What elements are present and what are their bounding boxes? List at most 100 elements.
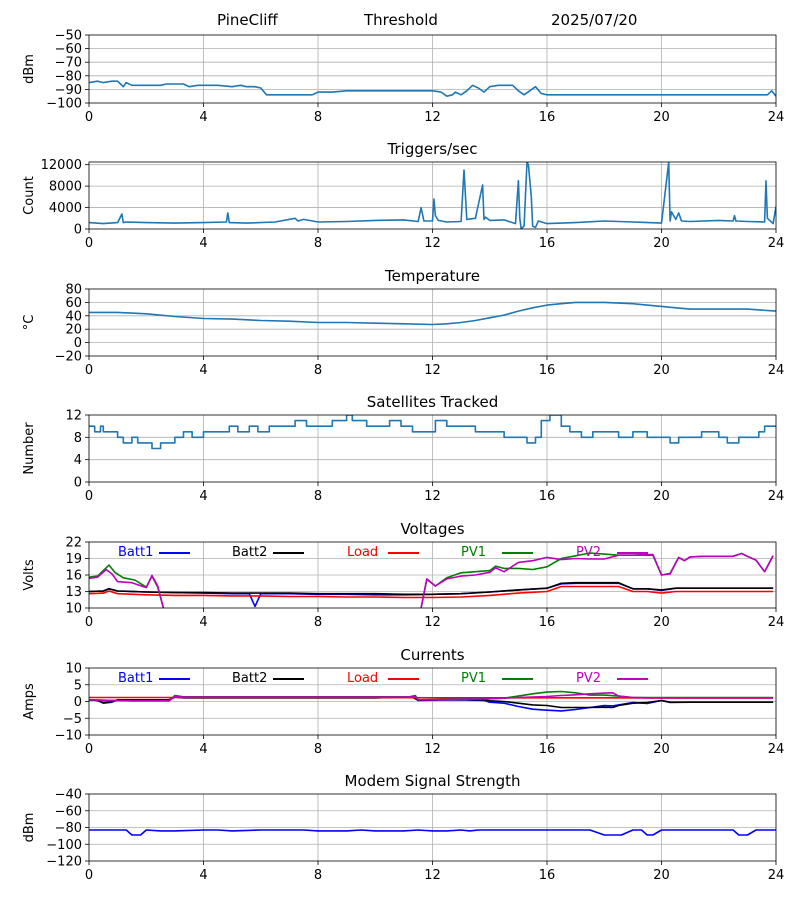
currents-title: Currents (400, 646, 464, 664)
signal-y-tick-label: −80 (55, 69, 82, 84)
modem-y-tick-label: −60 (55, 804, 82, 819)
voltages-legend-label-load: Load (347, 545, 378, 560)
currents-x-tick-label: 20 (653, 742, 670, 757)
voltages-legend-label-batt2: Batt2 (232, 545, 267, 560)
satellites-title: Satellites Tracked (367, 393, 498, 411)
temperature-y-axis-label: °C (22, 315, 37, 331)
voltages-y-tick-label: 10 (65, 602, 82, 617)
voltages-legend-label-batt1: Batt1 (118, 545, 153, 560)
signal-panel: 0 4 8 12 16 20 24 −50−60−70−80−90−100 dBm (22, 29, 784, 126)
modem-title: Modem Signal Strength (345, 772, 521, 790)
voltages-legend-label-pv1: PV1 (461, 545, 486, 560)
temperature-y-tick-label: 0 (74, 336, 82, 351)
triggers-x-tick-label: 12 (424, 236, 441, 251)
satellites-series-line-0 (89, 415, 776, 450)
temperature-y-tick-label: 80 (65, 283, 82, 298)
voltages-series-pv1-5 (420, 552, 774, 608)
modem-y-tick-label: −40 (55, 788, 82, 803)
satellites-y-tick-label: 8 (74, 431, 82, 446)
currents-legend-label-pv2: PV2 (576, 671, 601, 686)
currents-x-tick-label: 16 (539, 742, 556, 757)
temperature-x-tick-label: 4 (199, 363, 207, 378)
triggers-y-tick-label: 8000 (49, 180, 82, 195)
voltages-x-tick-label: 20 (653, 615, 670, 630)
triggers-x-tick-label: 0 (85, 236, 93, 251)
temperature-series-line-0 (89, 301, 776, 326)
modem-x-tick-label: 0 (85, 868, 93, 883)
triggers-x-tick-label: 8 (314, 236, 322, 251)
temperature-x-tick-label: 12 (424, 363, 441, 378)
modem-x-tick-label: 12 (424, 868, 441, 883)
voltages-x-tick-label: 24 (768, 615, 785, 630)
voltages-x-tick-label: 12 (424, 615, 441, 630)
satellites-x-tick-label: 16 (539, 489, 556, 504)
currents-legend-label-batt1: Batt1 (118, 671, 153, 686)
voltages-y-axis-label: Volts (22, 559, 37, 591)
modem-y-tick-label: −120 (46, 855, 82, 870)
triggers-x-tick-label: 4 (199, 236, 207, 251)
voltages-x-tick-label: 4 (199, 615, 207, 630)
voltages-title: Voltages (400, 520, 464, 538)
satellites-panel: 0 4 8 12 16 20 24 0 4 8 12 Satellites Tracked Number (22, 393, 784, 504)
currents-x-tick-label: 12 (424, 742, 441, 757)
modem-series-line-0 (89, 829, 776, 836)
signal-y-tick-label: −60 (55, 42, 82, 57)
temperature-x-tick-label: 0 (85, 363, 93, 378)
voltages-series-pv1-3 (89, 564, 165, 608)
temperature-y-tick-label: −20 (55, 350, 82, 365)
voltages-y-tick-label: 13 (65, 585, 82, 600)
temperature-x-tick-label: 24 (768, 363, 785, 378)
currents-x-tick-label: 24 (768, 742, 785, 757)
voltages-x-tick-label: 8 (314, 615, 322, 630)
voltages-y-tick-label: 16 (65, 569, 82, 584)
triggers-x-tick-label: 16 (539, 236, 556, 251)
triggers-y-tick-label: 4000 (49, 201, 82, 216)
voltages-x-tick-label: 0 (85, 615, 93, 630)
currents-legend-label-pv1: PV1 (461, 671, 486, 686)
voltages-series-pv2-6 (420, 552, 774, 608)
currents-x-tick-label: 0 (85, 742, 93, 757)
signal-y-axis-label: dBm (22, 54, 37, 84)
modem-x-tick-label: 16 (539, 868, 556, 883)
signal-y-tick-label: −100 (46, 97, 82, 112)
modem-panel: 0 4 8 12 16 20 24 −40−60 −80 −100 −120 Modem Signal… (22, 772, 784, 883)
signal-x-tick-label: 24 (768, 110, 785, 125)
temperature-y-tick-label: 20 (65, 323, 82, 338)
signal-y-tick-label: −50 (55, 29, 82, 44)
signal-x-tick-label: 12 (424, 110, 441, 125)
satellites-y-tick-label: 0 (74, 476, 82, 491)
voltages-y-tick-label: 22 (65, 536, 82, 551)
currents-legend-label-load: Load (347, 671, 378, 686)
triggers-y-tick-label: 12000 (41, 158, 82, 173)
voltages-x-tick-label: 16 (539, 615, 556, 630)
voltages-series-pv2-4 (89, 568, 165, 608)
modem-y-tick-label: −80 (55, 821, 82, 836)
voltages-legend-label-pv2: PV2 (576, 545, 601, 560)
voltages-y-tick-label: 19 (65, 552, 82, 567)
signal-x-tick-label: 0 (85, 110, 93, 125)
currents-x-tick-label: 4 (199, 742, 207, 757)
currents-y-tick-label: 10 (65, 662, 82, 677)
modem-x-tick-label: 8 (314, 868, 322, 883)
voltages-series-batt2-1 (89, 581, 774, 596)
modem-y-tick-label: −100 (46, 838, 82, 853)
triggers-x-tick-label: 24 (768, 236, 785, 251)
temperature-y-tick-label: 40 (65, 309, 82, 324)
satellites-y-axis-label: Number (22, 422, 37, 475)
signal-y-tick-label: −90 (55, 83, 82, 98)
temperature-y-tick-label: 60 (65, 296, 82, 311)
signal-x-tick-label: 16 (539, 110, 556, 125)
temperature-x-tick-label: 16 (539, 363, 556, 378)
triggers-y-axis-label: Count (22, 176, 37, 215)
temperature-x-tick-label: 8 (314, 363, 322, 378)
triggers-title: Triggers/sec (387, 140, 478, 158)
satellites-y-tick-label: 4 (74, 453, 82, 468)
satellites-x-tick-label: 20 (653, 489, 670, 504)
modem-y-axis-label: dBm (22, 813, 37, 843)
satellites-x-tick-label: 8 (314, 489, 322, 504)
satellites-x-tick-label: 0 (85, 489, 93, 504)
triggers-y-tick-label: 0 (74, 223, 82, 238)
signal-x-tick-label: 20 (653, 110, 670, 125)
